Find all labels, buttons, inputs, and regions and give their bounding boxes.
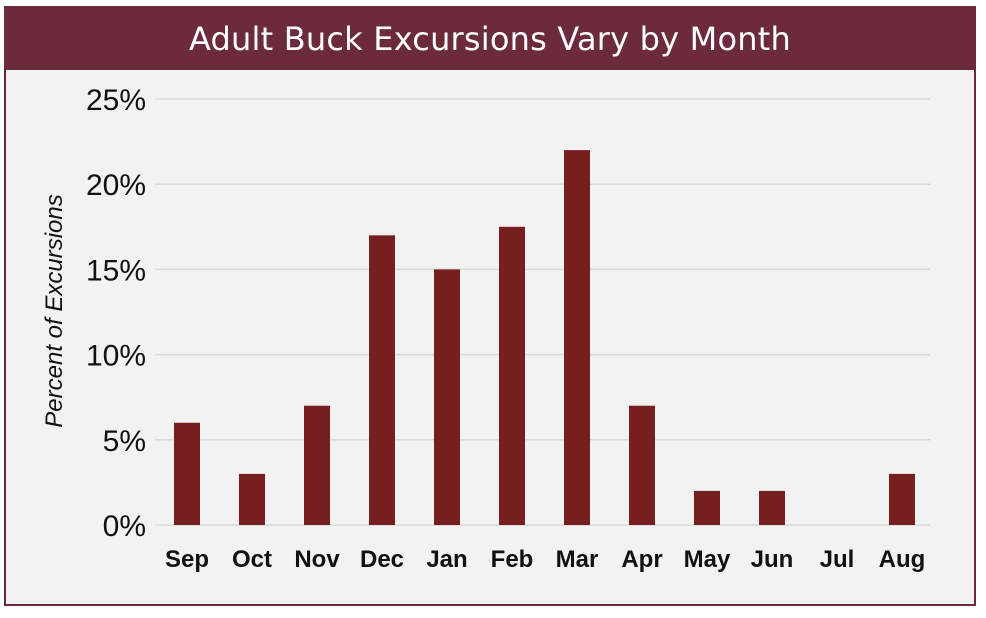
bar-aug <box>889 473 915 525</box>
x-tick-label: Jan <box>426 546 467 573</box>
x-tick-label: Aug <box>879 546 926 573</box>
bar-dec <box>369 235 395 525</box>
x-tick-label: Jun <box>751 546 794 573</box>
title-bar: Adult Buck Excursions Vary by Month <box>6 8 974 70</box>
x-tick-label: Feb <box>491 546 534 573</box>
bar-feb <box>499 226 525 526</box>
y-tick-label: 25% <box>86 84 146 117</box>
x-tick-label: Sep <box>165 546 209 573</box>
y-tick-label: 15% <box>86 254 146 287</box>
x-tick-label: Mar <box>556 546 599 573</box>
bar-nov <box>304 405 330 525</box>
y-axis-title: Percent of Excursions <box>41 194 68 427</box>
bar-jun <box>759 490 785 525</box>
y-tick-label: 5% <box>103 425 146 458</box>
bar-oct <box>239 473 265 525</box>
bar-mar <box>564 150 590 525</box>
bar-apr <box>629 405 655 525</box>
x-tick-label: Nov <box>294 546 340 573</box>
grid-lines <box>155 98 930 526</box>
chart-frame: Adult Buck Excursions Vary by Month <box>4 6 976 606</box>
y-tick-label: 10% <box>86 340 146 373</box>
bar-may <box>694 490 720 525</box>
x-tick-label: May <box>684 546 731 573</box>
bar-jan <box>434 269 460 525</box>
x-tick-labels: Sep Oct Nov Dec Jan Feb Mar Apr May Jun Jul Aug <box>165 546 925 573</box>
x-tick-label: Dec <box>360 546 404 573</box>
chart-title: Adult Buck Excursions Vary by Month <box>189 20 791 58</box>
x-tick-label: Apr <box>621 546 662 573</box>
y-tick-labels: 0% 5% 10% 15% 20% 25% <box>86 84 146 543</box>
bar-sep <box>174 422 200 525</box>
y-tick-label: 20% <box>86 169 146 202</box>
bars <box>174 150 915 526</box>
x-tick-label: Oct <box>232 546 272 573</box>
x-tick-label: Jul <box>820 546 855 573</box>
y-tick-label: 0% <box>103 510 146 543</box>
